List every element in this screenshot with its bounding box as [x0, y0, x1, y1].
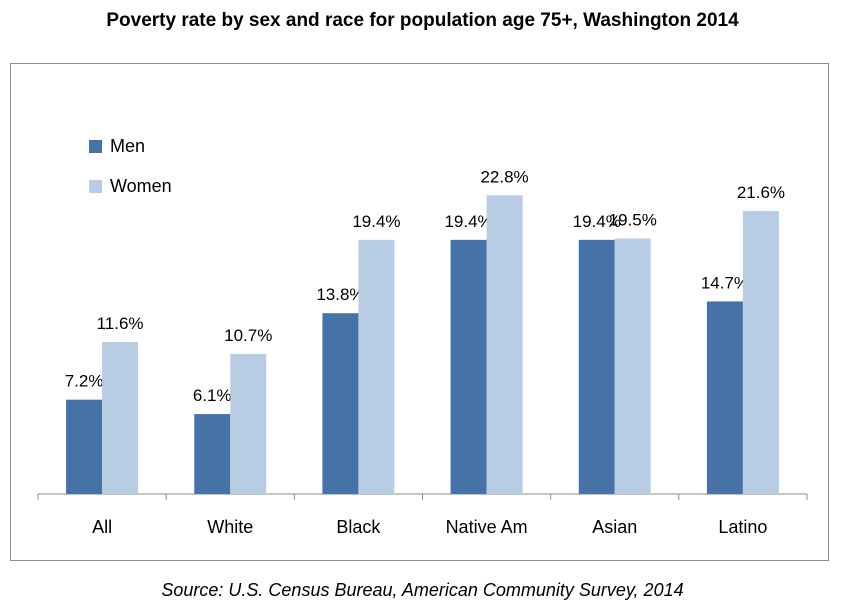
bar-women	[486, 195, 523, 494]
chart-title: Poverty rate by sex and race for populat…	[106, 10, 739, 31]
data-label: 22.8%	[480, 167, 528, 186]
bar-women	[358, 239, 395, 494]
x-tick-label: Latino	[718, 517, 767, 537]
bar-men	[322, 313, 359, 494]
data-label: 19.5%	[609, 211, 657, 230]
x-tick-label: Asian	[592, 517, 637, 537]
data-label: 21.6%	[737, 183, 785, 202]
data-label: 11.6%	[97, 314, 144, 333]
data-label: 7.2%	[65, 372, 104, 391]
x-tick-label: Black	[336, 517, 381, 537]
bar-women	[230, 353, 267, 494]
data-label: 19.4%	[352, 212, 400, 231]
chart-frame	[10, 63, 829, 561]
x-tick-label: White	[207, 517, 253, 537]
bar-men	[66, 399, 103, 494]
x-tick-label: All	[92, 517, 112, 537]
data-label: 19.4%	[444, 212, 492, 231]
legend-label: Men	[110, 136, 145, 156]
data-label: 13.8%	[316, 285, 364, 304]
bar-women	[742, 211, 779, 495]
legend-label: Women	[110, 176, 172, 196]
bar-men	[578, 239, 615, 494]
data-label: 6.1%	[193, 386, 232, 405]
source-note: Source: U.S. Census Bureau, American Com…	[161, 580, 684, 600]
bar-men	[194, 414, 231, 494]
bar-women	[614, 238, 651, 494]
data-label: 10.7%	[224, 326, 272, 345]
data-label: 19.4%	[573, 212, 621, 231]
legend-swatch-men	[89, 140, 102, 153]
legend-swatch-women	[89, 180, 102, 193]
bar-women	[102, 342, 139, 494]
bar-men	[450, 239, 487, 494]
data-label: 14.7%	[701, 273, 749, 292]
x-tick-label: Native Am	[446, 517, 528, 537]
bar-men	[706, 301, 743, 494]
